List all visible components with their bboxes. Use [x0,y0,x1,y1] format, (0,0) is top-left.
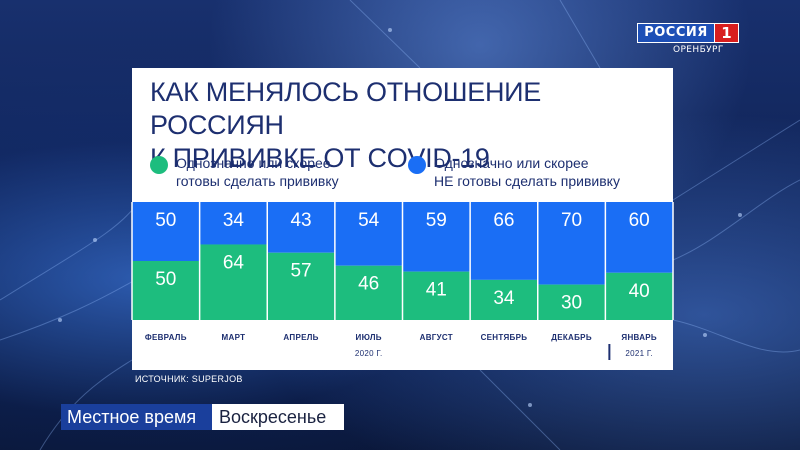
value-not-ready-4: 59 [426,210,447,231]
value-not-ready-5: 66 [493,210,514,231]
value-not-ready-6: 70 [561,210,582,231]
value-not-ready-2: 43 [290,210,311,231]
month-label-2: АПРЕЛЬ [283,333,318,342]
value-ready-7: 40 [629,281,650,302]
bar-not-ready-3 [334,202,403,266]
month-label-5: СЕНТЯБРЬ [481,333,528,342]
value-ready-3: 46 [358,274,379,295]
title-line-1: КАК МЕНЯЛОСЬ ОТНОШЕНИЕ РОССИЯН [150,77,541,140]
value-ready-4: 41 [426,280,447,301]
value-ready-0: 50 [155,269,176,290]
bar-not-ready-7 [605,202,673,273]
channel-name: РОССИЯ [637,23,715,43]
bar-ready-1 [199,244,268,320]
bar-not-ready-4 [402,202,471,272]
bar-ready-2 [267,252,335,320]
infographic-title: КАК МЕНЯЛОСЬ ОТНОШЕНИЕ РОССИЯН К ПРИВИВК… [150,76,660,175]
value-ready-2: 57 [290,261,311,282]
month-label-6: ДЕКАБРЬ [551,333,592,342]
month-label-4: АВГУСТ [420,333,453,342]
bar-ready-3 [334,265,403,320]
legend-label-ready: Однозначно или скорее готовы сделать при… [176,154,406,190]
legend-not-ready-line-1: Однозначно или скорее [434,155,589,171]
bar-not-ready-1 [199,202,268,245]
bar-not-ready-2 [267,202,335,253]
bar-ready-0 [132,261,200,320]
bar-not-ready-0 [132,202,200,261]
channel-region: ОРЕНБУРГ [673,45,724,55]
program-title: Местное время [61,404,212,430]
bar-ready-4 [402,271,471,320]
value-not-ready-3: 54 [358,210,380,231]
month-label-3: ИЮЛЬ [356,333,382,342]
legend-ready-line-1: Однозначно или скорее [176,155,331,171]
legend-dot-ready [150,156,168,174]
month-label-7: ЯНВАРЬ [621,333,657,342]
legend-label-not-ready: Однозначно или скорее НЕ готовы сделать … [434,154,664,190]
channel-number: 1 [715,23,739,43]
legend-ready-line-2: готовы сделать прививку [176,173,339,189]
year-label-0: 2020 Г. [355,349,383,358]
bar-ready-6 [537,284,606,320]
program-day: Воскресенье [212,404,344,430]
bar-ready-7 [605,272,673,320]
month-label-1: МАРТ [222,333,246,342]
value-ready-6: 30 [561,293,582,314]
bar-not-ready-5 [470,202,538,280]
value-not-ready-0: 50 [155,210,176,231]
month-label-0: ФЕВРАЛЬ [145,333,187,342]
legend-dot-not-ready [408,156,426,174]
value-ready-5: 34 [493,288,515,309]
value-not-ready-1: 34 [223,210,245,231]
value-ready-1: 64 [223,252,245,273]
value-not-ready-7: 60 [629,210,650,231]
bar-not-ready-6 [537,202,606,285]
channel-logo: РОССИЯ 1 ОРЕНБУРГ [637,23,740,60]
title-line-2: К ПРИВИВКЕ ОТ COVID-19 [150,143,490,173]
year-label-1: 2021 Г. [625,349,653,358]
source-note: ИСТОЧНИК: SUPERJOB [135,374,243,384]
legend-not-ready-line-2: НЕ готовы сделать прививку [434,173,620,189]
bar-ready-5 [470,279,538,320]
